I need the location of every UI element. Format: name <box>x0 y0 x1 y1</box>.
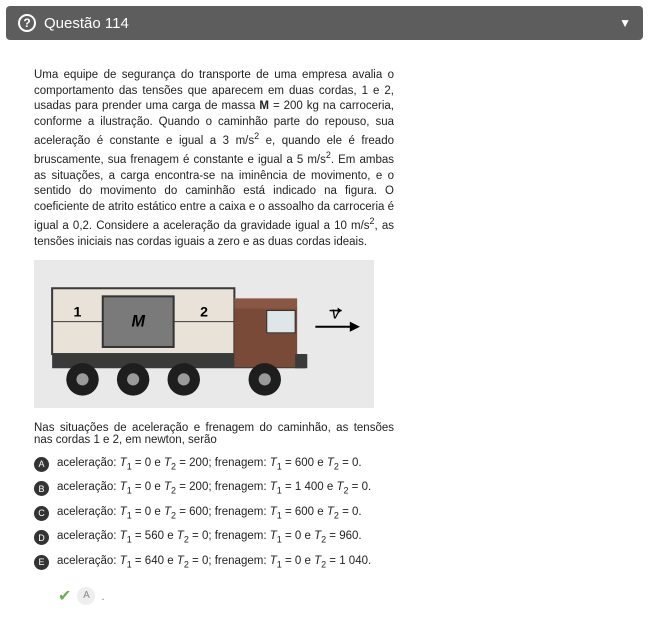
option-c[interactable]: C aceleração: T1 = 0 e T2 = 600; frenage… <box>34 505 414 521</box>
question-header[interactable]: ? Questão 114 ▼ <box>6 6 643 40</box>
wheel-3 <box>168 363 200 395</box>
svg-text:v: v <box>332 305 341 323</box>
option-label: C <box>34 506 49 521</box>
chevron-down-icon[interactable]: ▼ <box>619 16 631 30</box>
option-text: aceleração: T1 = 0 e T2 = 200; frenagem:… <box>57 456 362 472</box>
option-text: aceleração: T1 = 0 e T2 = 600; frenagem:… <box>57 505 362 521</box>
options-list: A aceleração: T1 = 0 e T2 = 200; frenage… <box>34 456 414 570</box>
option-text: aceleração: T1 = 0 e T2 = 200; frenagem:… <box>57 480 371 496</box>
option-a[interactable]: A aceleração: T1 = 0 e T2 = 200; frenage… <box>34 456 414 472</box>
option-e[interactable]: E aceleração: T1 = 640 e T2 = 0; frenage… <box>34 554 414 570</box>
truck-illustration: M 1 2 <box>42 268 366 400</box>
header-title: Questão 114 <box>44 15 129 32</box>
answer-dot: . <box>101 589 104 603</box>
cab-roof <box>234 299 297 309</box>
answer-letter: A <box>77 587 95 605</box>
check-icon: ✔ <box>58 586 71 606</box>
option-label: A <box>34 457 49 472</box>
option-b[interactable]: B aceleração: T1 = 0 e T2 = 200; frenage… <box>34 480 414 496</box>
wheel-2 <box>117 363 149 395</box>
option-label: E <box>34 555 49 570</box>
help-icon: ? <box>18 14 36 32</box>
question-figure: M 1 2 <box>34 260 374 408</box>
wheel-1 <box>66 363 98 395</box>
cab-window <box>267 311 295 333</box>
cab-bumper <box>295 354 307 368</box>
question-content: Uma equipe de segurança do transporte de… <box>6 40 643 616</box>
answer-indicator: ✔ A . <box>34 578 615 606</box>
rope-2-label: 2 <box>200 305 208 321</box>
box-label: M <box>131 313 145 331</box>
option-label: B <box>34 481 49 496</box>
question-prompt: Nas situações de aceleração e frenagem d… <box>34 422 394 446</box>
option-text: aceleração: T1 = 640 e T2 = 0; frenagem:… <box>57 554 371 570</box>
option-label: D <box>34 530 49 545</box>
velocity-vector: v <box>315 305 360 332</box>
question-body: Uma equipe de segurança do transporte de… <box>34 68 394 250</box>
option-d[interactable]: D aceleração: T1 = 560 e T2 = 0; frenage… <box>34 529 414 545</box>
rope-1-label: 1 <box>74 305 82 321</box>
wheel-cab <box>249 363 281 395</box>
option-text: aceleração: T1 = 560 e T2 = 0; frenagem:… <box>57 529 362 545</box>
